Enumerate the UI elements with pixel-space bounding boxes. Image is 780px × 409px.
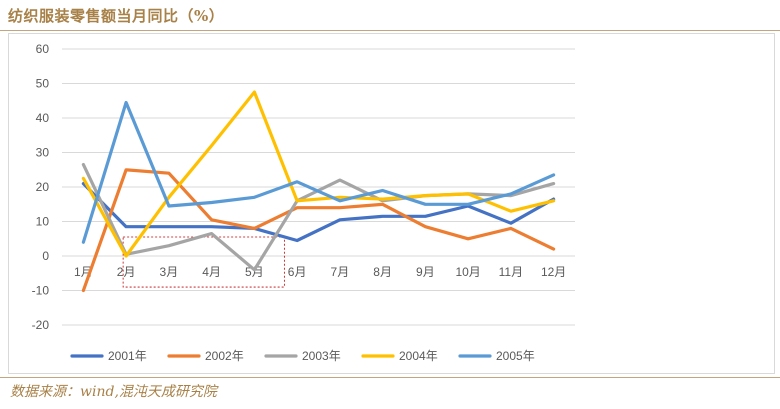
legend-label: 2003年: [302, 349, 341, 363]
series-line: [81, 90, 556, 258]
x-tick-label: 7月: [331, 265, 350, 279]
x-tick-label: 4月: [202, 265, 221, 279]
x-tick-label: 5月: [245, 265, 264, 279]
y-tick-label: -20: [32, 318, 50, 332]
page-title: 纺织服装零售额当月同比（%）: [8, 7, 225, 25]
y-tick-label: 60: [36, 42, 50, 56]
header: 纺织服装零售额当月同比（%）: [0, 0, 780, 30]
x-tick-label: 6月: [288, 265, 307, 279]
y-tick-label: 20: [36, 180, 50, 194]
legend-label: 2005年: [496, 349, 535, 363]
legend-label: 2004年: [399, 349, 438, 363]
y-tick-label: 10: [36, 215, 50, 229]
legend-label: 2001年: [108, 349, 147, 363]
x-tick-label: 9月: [416, 265, 435, 279]
x-tick-label: 8月: [373, 265, 392, 279]
chart-frame: [8, 33, 775, 374]
x-tick-label: 3月: [160, 265, 179, 279]
x-tick-label: 10月: [455, 265, 480, 279]
series-line: [81, 100, 556, 244]
footer-divider: [0, 377, 780, 378]
source-note: 数据来源：wind,混沌天成研究院: [10, 384, 217, 400]
x-tick-label: 2月: [117, 265, 136, 279]
y-tick-label: 40: [36, 111, 50, 125]
y-tick-label: 0: [42, 249, 49, 263]
y-tick-label: 30: [36, 146, 50, 160]
series-line: [81, 168, 556, 293]
x-tick-label: 12月: [541, 265, 566, 279]
header-divider: [0, 30, 780, 31]
x-tick-label: 11月: [499, 265, 523, 279]
y-tick-label: -10: [32, 284, 50, 298]
series-line: [81, 182, 556, 243]
legend-label: 2002年: [205, 349, 244, 363]
y-tick-label: 50: [36, 77, 50, 91]
